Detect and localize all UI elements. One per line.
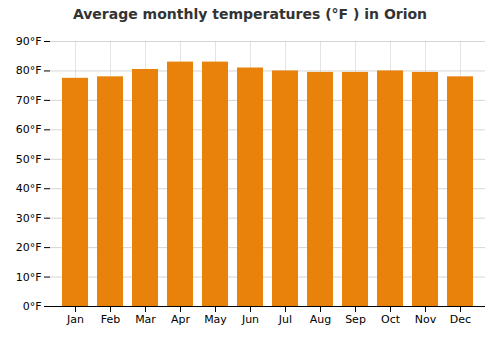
svg-text:40°F: 40°F <box>16 182 42 195</box>
svg-text:50°F: 50°F <box>16 153 42 166</box>
svg-text:Jul: Jul <box>278 313 292 326</box>
svg-text:90°F: 90°F <box>16 35 42 48</box>
svg-text:May: May <box>204 313 227 326</box>
svg-text:Nov: Nov <box>415 313 437 326</box>
svg-text:Apr: Apr <box>171 313 191 326</box>
svg-text:10°F: 10°F <box>16 271 42 284</box>
svg-text:30°F: 30°F <box>16 212 42 225</box>
svg-text:Jan: Jan <box>66 313 84 326</box>
svg-text:80°F: 80°F <box>16 64 42 77</box>
svg-text:Jun: Jun <box>241 313 259 326</box>
svg-text:70°F: 70°F <box>16 94 42 107</box>
svg-text:Dec: Dec <box>450 313 471 326</box>
svg-text:Sep: Sep <box>345 313 366 326</box>
svg-text:Aug: Aug <box>310 313 331 326</box>
html-text:Average monthly temperatures (: Average monthly temperatures (°F ) in Or… <box>72 6 428 22</box>
svg-text:60°F: 60°F <box>16 123 42 136</box>
svg-text:0°F: 0°F <box>23 300 42 313</box>
svg-text:Feb: Feb <box>101 313 120 326</box>
svg-text:Mar: Mar <box>135 313 156 326</box>
svg-text:20°F: 20°F <box>16 241 42 254</box>
svg-text:Oct: Oct <box>381 313 401 326</box>
